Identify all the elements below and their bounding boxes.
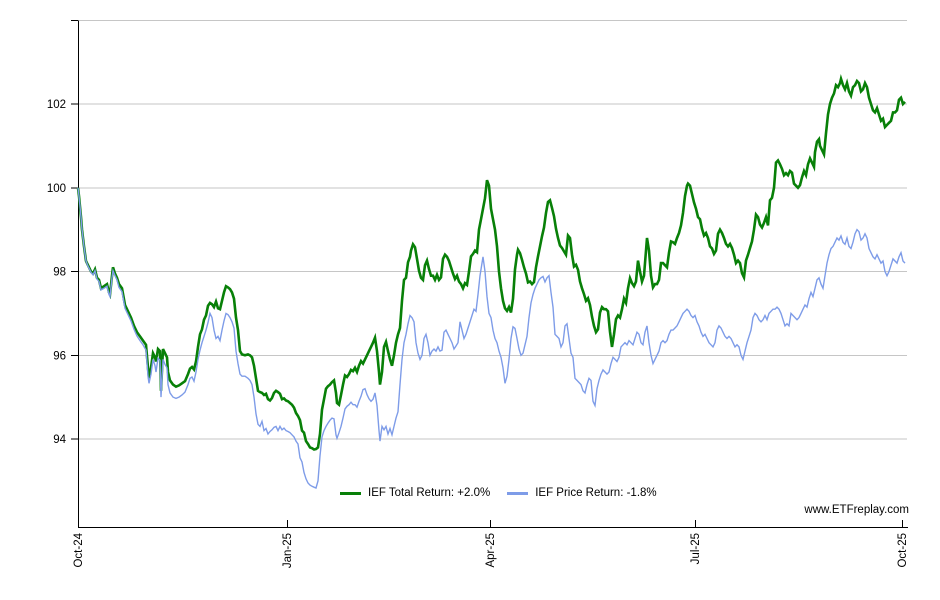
x-tick-label: Oct-25 <box>897 533 909 568</box>
etfreplay-watermark: www.ETFreplay.com <box>804 504 909 516</box>
y-tick-label: 98 <box>53 267 66 279</box>
y-tick-label: 102 <box>47 99 66 111</box>
total-return-line-swatch <box>340 491 361 495</box>
ief-total-return-line <box>76 74 906 451</box>
legend-label-total-return: IEF Total Return: +2.0% <box>368 487 491 499</box>
price-return-line-swatch <box>507 491 529 495</box>
y-tick-label: 100 <box>47 183 66 195</box>
legend-item-price-return: IEF Price Return: -1.8% <box>507 487 657 499</box>
x-tick-label: Apr-25 <box>485 533 497 568</box>
ief-price-return-line <box>77 187 906 489</box>
x-tick-label: Jul-25 <box>690 533 702 564</box>
x-tick-label: Oct-24 <box>73 532 85 567</box>
y-tick-label: 96 <box>53 350 66 362</box>
legend-label-price-return: IEF Price Return: -1.8% <box>535 487 657 499</box>
x-tick-label: Jan-25 <box>282 533 294 568</box>
y-tick-label: 94 <box>53 434 66 446</box>
legend-item-total-return: IEF Total Return: +2.0% <box>340 487 490 499</box>
chart-legend: IEF Total Return: +2.0% IEF Price Return… <box>340 486 657 500</box>
